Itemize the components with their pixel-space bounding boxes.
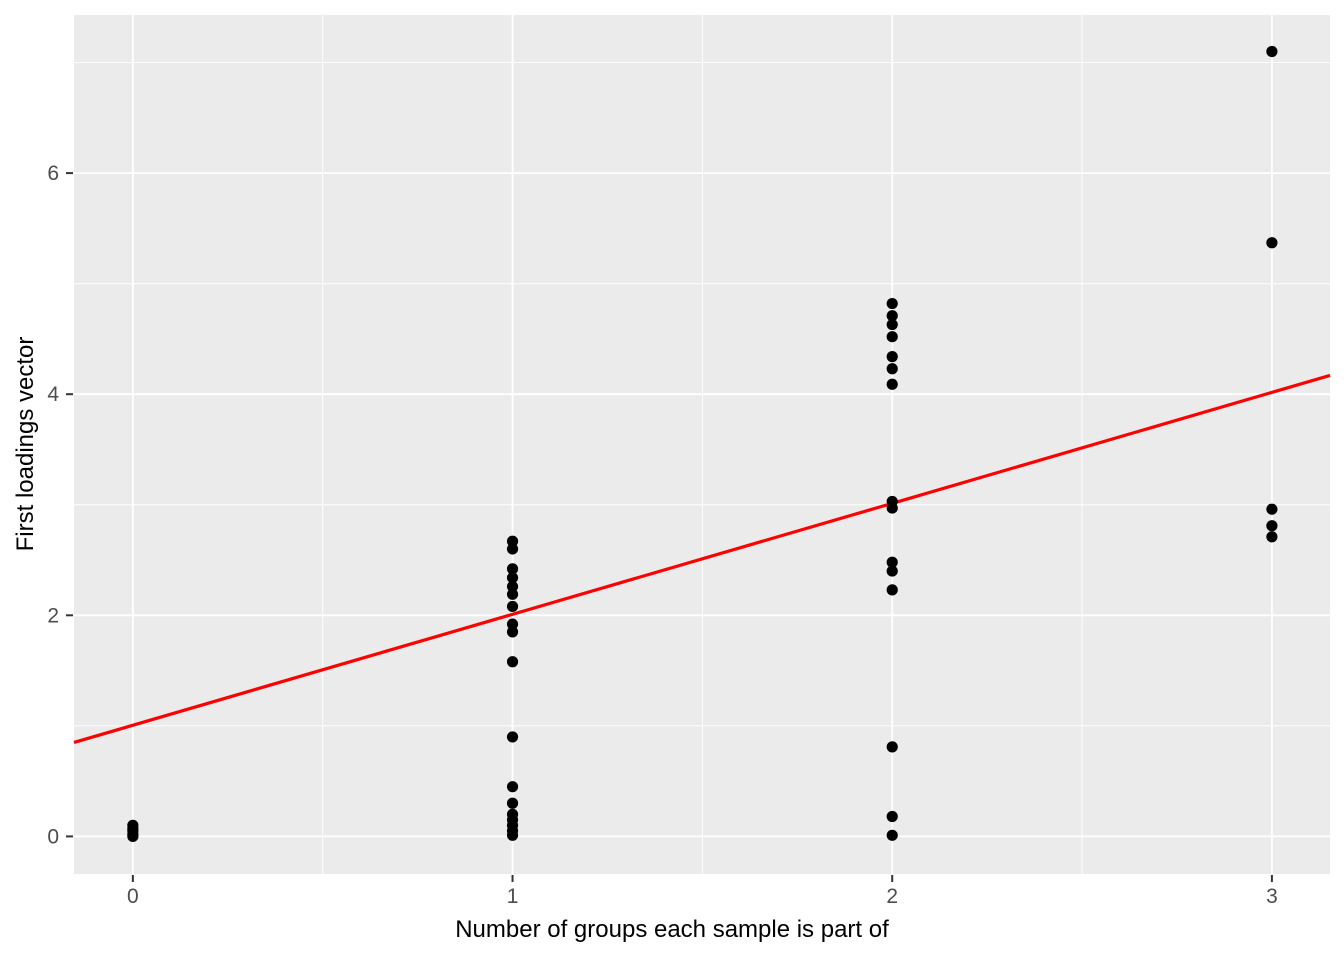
x-tick-label: 2	[886, 885, 898, 908]
data-point	[506, 572, 519, 584]
data-point	[886, 310, 898, 322]
data-point	[1266, 45, 1278, 58]
data-point	[506, 797, 519, 809]
data-point	[506, 543, 519, 555]
data-point	[1266, 503, 1278, 515]
data-point	[506, 563, 519, 575]
x-tick-label: 1	[507, 885, 519, 908]
x-tick-label: 3	[1266, 885, 1278, 908]
data-point	[886, 297, 898, 310]
data-point	[886, 331, 898, 343]
data-point	[1266, 531, 1278, 543]
data-point	[886, 741, 898, 753]
regression-line	[73, 373, 1331, 744]
data-point	[506, 829, 519, 841]
data-point	[506, 656, 519, 668]
data-point	[1266, 237, 1278, 249]
data-point	[506, 535, 519, 547]
y-tick-label: 4	[47, 383, 59, 406]
data-point	[886, 351, 898, 363]
data-point	[886, 502, 898, 514]
data-point	[506, 600, 519, 613]
data-point	[886, 378, 898, 390]
y-tick-label: 6	[47, 162, 59, 185]
data-point	[886, 829, 898, 841]
data-point	[1266, 520, 1278, 532]
data-point	[886, 565, 898, 577]
data-point	[506, 618, 519, 630]
x-axis-title: Number of groups each sample is part of	[455, 916, 889, 943]
x-tick-label: 0	[127, 885, 139, 908]
data-point	[127, 819, 139, 831]
data-point	[506, 588, 519, 600]
y-tick-label: 0	[47, 825, 59, 848]
data-point	[506, 731, 519, 743]
y-tick-label: 2	[47, 604, 59, 627]
data-point	[886, 584, 898, 596]
data-point	[886, 318, 898, 331]
data-point	[886, 556, 898, 568]
data-point	[506, 580, 519, 593]
data-point	[506, 626, 519, 638]
data-point	[886, 810, 898, 823]
data-point	[886, 363, 898, 375]
y-axis-title: First loadings vector	[12, 336, 39, 552]
data-point	[506, 781, 519, 793]
